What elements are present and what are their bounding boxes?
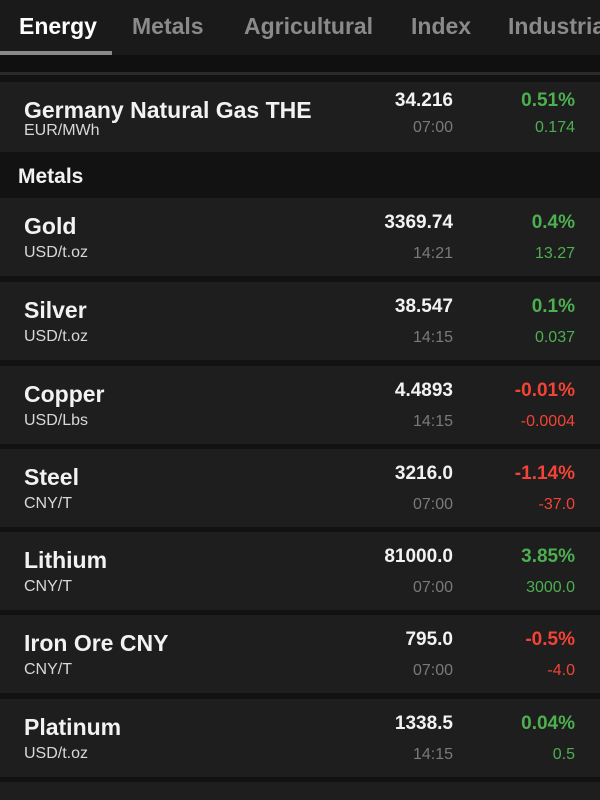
commodity-name: Germany Natural Gas THE	[24, 97, 312, 123]
commodity-name: Silver	[24, 297, 87, 323]
commodity-name: Steel	[24, 464, 79, 490]
commodity-row[interactable]: Iron Ore CNY CNY/T 795.0 07:00 -0.5% -4.…	[0, 615, 600, 693]
commodity-percent-change: 3.85%	[521, 546, 575, 567]
commodity-name: Platinum	[24, 714, 122, 740]
commodity-change: 0.037	[534, 329, 575, 346]
commodity-name: Iron Ore CNY	[24, 630, 169, 656]
commodity-unit: USD/t.oz	[24, 328, 89, 345]
commodity-row[interactable]: Steel CNY/T 3216.0 07:00 -1.14% -37.0	[0, 449, 600, 527]
commodity-time: 14:21	[412, 245, 453, 262]
tab-industrial[interactable]: Industrial	[508, 13, 600, 39]
commodity-price: 1338.5	[394, 713, 453, 734]
commodity-change: 3000.0	[526, 579, 575, 596]
commodity-percent-change: -0.01%	[514, 380, 575, 401]
commodity-name: Gold	[24, 213, 77, 239]
commodity-price: 3369.74	[384, 212, 453, 233]
commodity-time: 07:00	[412, 119, 453, 136]
commodity-change: 0.174	[534, 119, 575, 136]
commodity-change: 0.5	[552, 746, 575, 763]
commodity-row[interactable]: Silver USD/t.oz 38.547 14:15 0.1% 0.037	[0, 282, 600, 360]
commodity-name: Lithium	[24, 547, 108, 573]
commodity-price: 81000.0	[384, 546, 453, 567]
commodity-change: -0.0004	[520, 413, 575, 430]
commodity-price: 795.0	[405, 629, 453, 650]
commodity-row-partial[interactable]	[0, 782, 600, 800]
commodity-unit: CNY/T	[24, 661, 72, 678]
commodity-percent-change: 0.1%	[531, 296, 575, 317]
commodity-unit: USD/t.oz	[24, 745, 89, 762]
divider	[0, 72, 600, 75]
commodity-name: Copper	[24, 381, 105, 407]
commodity-price: 3216.0	[394, 463, 453, 484]
commodity-change: -4.0	[547, 662, 575, 679]
commodity-percent-change: 0.4%	[531, 212, 575, 233]
tab-metals[interactable]: Metals	[132, 13, 204, 39]
tab-agricultural[interactable]: Agricultural	[244, 13, 374, 39]
category-tab-bar: Energy Metals Agricultural Index Industr…	[0, 0, 600, 55]
commodity-percent-change: -1.14%	[514, 463, 575, 484]
commodity-price: 4.4893	[394, 380, 453, 401]
commodity-row[interactable]: Copper USD/Lbs 4.4893 14:15 -0.01% -0.00…	[0, 366, 600, 444]
tab-index[interactable]: Index	[411, 13, 472, 39]
commodity-unit: CNY/T	[24, 578, 72, 595]
header-spacer	[0, 55, 600, 73]
commodity-percent-change: 0.04%	[521, 713, 575, 734]
commodity-percent-change: -0.5%	[525, 629, 575, 650]
commodity-unit: USD/Lbs	[24, 412, 89, 429]
commodity-row[interactable]: Platinum USD/t.oz 1338.5 14:15 0.04% 0.5	[0, 699, 600, 777]
tab-energy[interactable]: Energy	[19, 13, 97, 39]
commodity-time: 14:15	[412, 413, 453, 430]
commodity-change: 13.27	[534, 245, 575, 262]
section-title: Metals	[18, 165, 84, 188]
commodity-price: 38.547	[394, 296, 453, 317]
commodity-percent-change: 0.51%	[521, 90, 575, 111]
commodity-price: 34.216	[394, 90, 453, 111]
commodity-unit: EUR/MWh	[24, 122, 100, 139]
commodity-time: 07:00	[412, 496, 453, 513]
commodity-unit: CNY/T	[24, 495, 72, 512]
commodity-time: 07:00	[412, 579, 453, 596]
commodity-change: -37.0	[538, 496, 575, 513]
commodity-row[interactable]: Gold USD/t.oz 3369.74 14:21 0.4% 13.27	[0, 198, 600, 276]
section-header-metals: Metals	[0, 152, 600, 198]
active-tab-indicator	[0, 51, 112, 55]
commodity-time: 14:15	[412, 329, 453, 346]
commodity-time: 14:15	[412, 746, 453, 763]
commodity-unit: USD/t.oz	[24, 244, 89, 261]
commodity-row[interactable]: Lithium CNY/T 81000.0 07:00 3.85% 3000.0	[0, 532, 600, 610]
commodity-row[interactable]: Germany Natural Gas THE EUR/MWh 34.216 0…	[0, 82, 600, 152]
commodity-time: 07:00	[412, 662, 453, 679]
